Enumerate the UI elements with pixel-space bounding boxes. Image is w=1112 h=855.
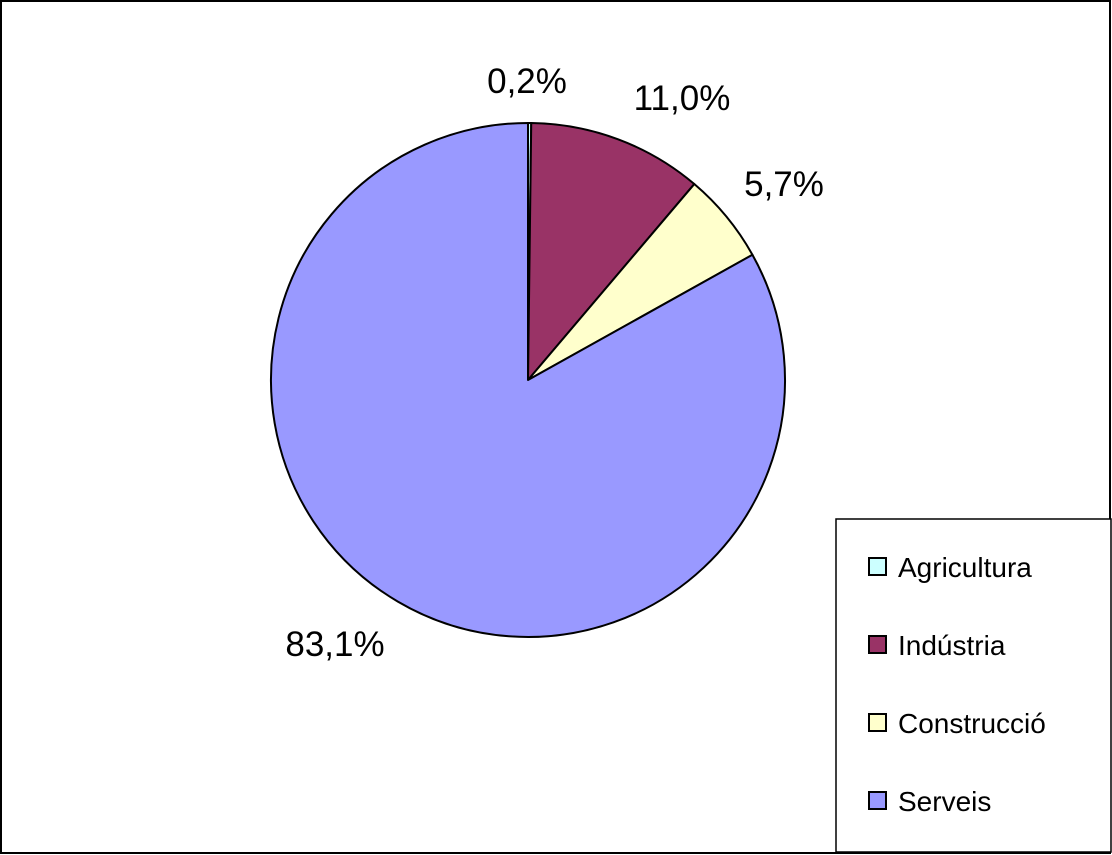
data-label-industria: 11,0% — [634, 79, 731, 118]
data-label-construccio: 5,7% — [744, 165, 824, 204]
pie-data-labels: 0,2% 11,0% 5,7% 83,1% — [285, 62, 824, 664]
legend: Agricultura Indústria Construcció Serveis — [835, 518, 1112, 853]
legend-swatch-industria — [868, 635, 887, 654]
legend-swatch-construccio — [868, 713, 887, 732]
data-label-agricultura: 0,2% — [487, 62, 567, 101]
legend-label-agricultura: Agricultura — [898, 552, 1032, 583]
legend-swatch-agricultura — [868, 557, 887, 576]
legend-label-serveis: Serveis — [898, 786, 991, 817]
legend-label-construccio: Construcció — [898, 708, 1046, 739]
pie-slice-serveis — [270, 122, 786, 638]
pie-slice-industria — [527, 122, 696, 381]
data-label-serveis: 83,1% — [285, 625, 384, 664]
legend-swatch-serveis — [868, 791, 887, 810]
legend-label-industria: Indústria — [898, 630, 1006, 661]
pie-slices — [270, 121, 786, 638]
